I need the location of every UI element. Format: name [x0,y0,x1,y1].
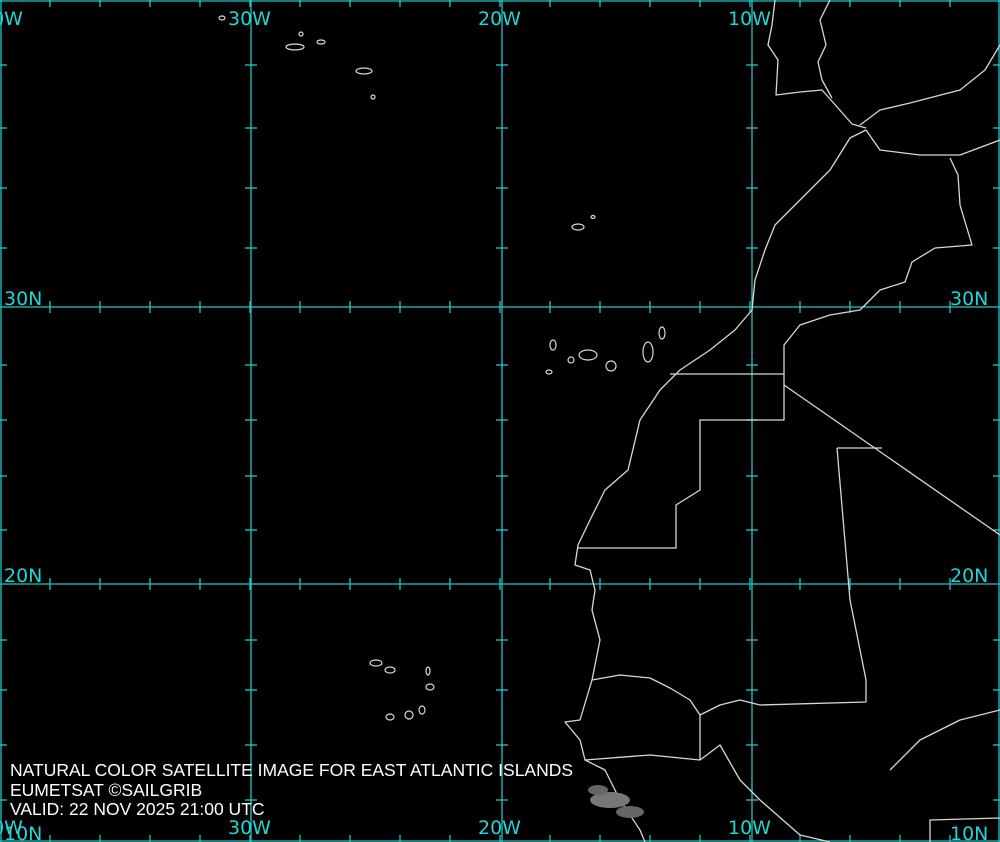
island [385,713,395,721]
lat-label: 20N [4,565,42,587]
island [355,67,373,75]
island [549,339,557,351]
interior-borders [584,709,1000,842]
island [285,43,305,51]
island [404,710,414,720]
island [369,659,383,667]
island [418,705,426,715]
lon-label: 30W [228,8,271,30]
lat-label: 10N [4,823,42,842]
island [605,360,617,372]
lon-label: 30W [228,817,271,839]
caption-line: EUMETSAT ©SAILGRIB [10,780,202,800]
island [658,326,666,340]
island [425,666,431,676]
grid-labels: 40W 30W 20W 10W 40W 30W 20W 10W 30N 30N … [0,8,988,842]
africa-coast [564,129,867,842]
coastlines [564,0,1000,842]
island [425,683,435,691]
lat-label: 10N [950,823,988,842]
lon-label: 10W [728,8,771,30]
lon-label: 40W [0,8,23,30]
cloud [616,806,644,818]
island [218,15,226,21]
iberia-border [817,0,833,99]
cloud [590,792,630,808]
lat-label: 30N [950,288,988,310]
island [545,369,553,375]
lat-label: 20N [950,565,988,587]
caption-line: NATURAL COLOR SATELLITE IMAGE FOR EAST A… [10,760,573,780]
island [578,349,598,361]
iberia-coast [767,0,1000,129]
island [298,31,304,37]
island [571,223,585,231]
cloud-patch [588,785,644,818]
mauritania-border [591,384,1000,716]
morocco-algeria-border [783,157,973,374]
lon-label: 20W [478,8,521,30]
lon-label: 40W [0,817,23,839]
island [316,39,326,45]
lon-label: 20W [478,817,521,839]
cloud [588,785,608,795]
caption-line: VALID: 22 NOV 2025 21:00 UTC [10,799,265,819]
lat-label: 30N [4,288,42,310]
island [370,94,376,100]
western-sahara-border [578,373,785,549]
island [567,356,575,364]
island [642,341,654,363]
mediterranean-coast [865,129,1000,156]
caption: NATURAL COLOR SATELLITE IMAGE FOR EAST A… [10,760,573,819]
lon-label: 10W [728,817,771,839]
islands [218,15,666,721]
island [384,666,396,674]
island [590,214,596,220]
